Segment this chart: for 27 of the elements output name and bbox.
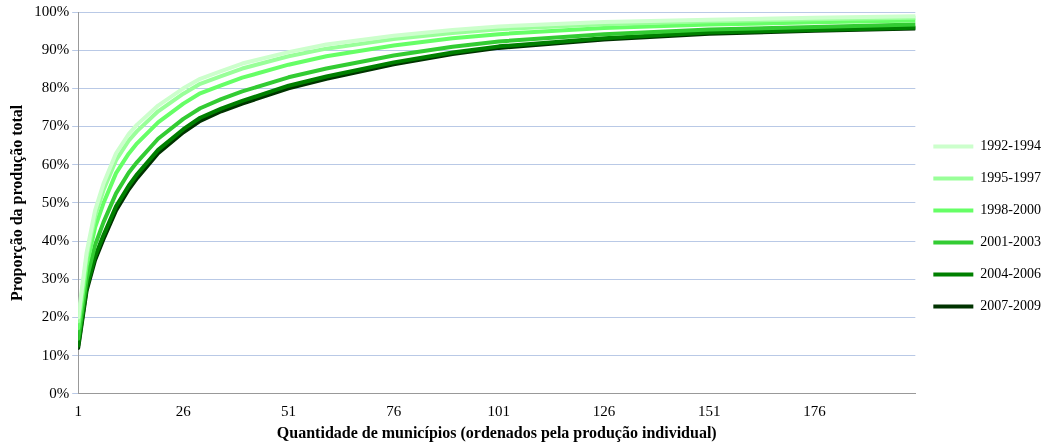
x-axis-title: Quantidade de municípios (ordenados pela produção individual) (276, 423, 717, 442)
x-tick-label: 126 (592, 402, 616, 419)
legend-label: 2007-2009 (980, 298, 1042, 314)
x-tick-label: 26 (175, 402, 192, 419)
y-tick-label: 90% (41, 41, 70, 58)
legend-label: 2004-2006 (980, 266, 1042, 282)
y-tick-label: 60% (41, 155, 70, 172)
legend-label: 1998-2000 (980, 202, 1042, 218)
y-tick-label: 70% (41, 117, 70, 134)
x-tick-label: 101 (487, 402, 511, 419)
legend-label: 2001-2003 (980, 234, 1042, 250)
y-tick-label: 40% (41, 232, 70, 249)
x-tick-label: 176 (803, 402, 827, 419)
y-tick-label: 0% (49, 384, 70, 401)
x-tick-label: 151 (697, 402, 721, 419)
y-tick-label: 100% (34, 2, 70, 19)
x-tick-label: 1 (74, 402, 82, 419)
x-tick-label: 76 (386, 402, 402, 419)
y-axis-title: Proporção da produção total (7, 104, 26, 302)
y-tick-label: 10% (41, 346, 70, 363)
legend-label: 1995-1997 (980, 170, 1042, 186)
legend-label: 1992-1994 (980, 138, 1042, 154)
y-tick-label: 50% (41, 193, 70, 210)
y-tick-label: 80% (41, 79, 70, 96)
x-tick-label: 51 (281, 402, 297, 419)
y-tick-label: 30% (41, 270, 70, 287)
y-tick-label: 20% (41, 308, 70, 325)
